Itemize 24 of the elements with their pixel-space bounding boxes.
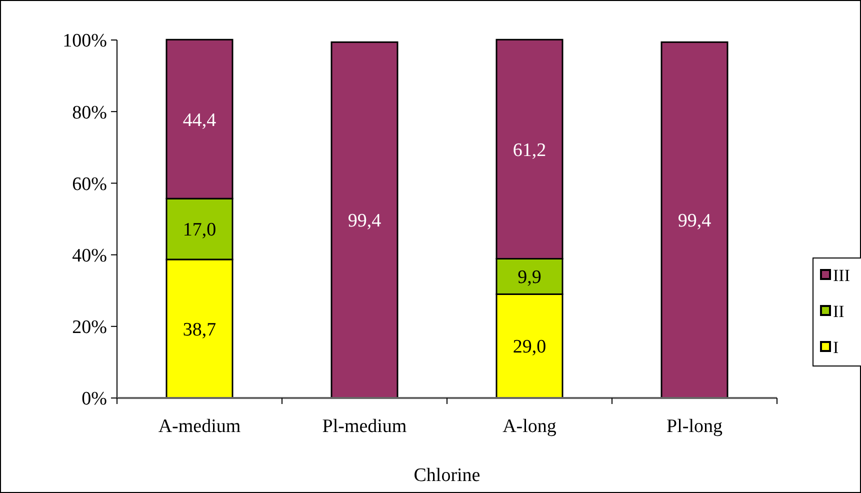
data-label: 9,9 — [518, 267, 542, 288]
data-label: 29,0 — [512, 336, 546, 358]
legend-label: I — [833, 338, 839, 357]
bar — [660, 41, 728, 399]
y-tick-label: 100% — [62, 30, 108, 52]
x-tick-label: Pl-medium — [322, 416, 407, 437]
legend-label: II — [833, 302, 845, 321]
y-tick-label: 20% — [72, 317, 108, 338]
data-label: 17,0 — [182, 220, 216, 241]
x-tick-label: Pl-long — [666, 416, 723, 437]
data-label: 61,2 — [512, 140, 546, 161]
bar — [330, 41, 398, 399]
y-tick-label: 60% — [72, 174, 108, 195]
data-label: 99,4 — [678, 210, 712, 232]
x-tick-label: A-medium — [158, 416, 241, 437]
data-label: 38,7 — [182, 319, 216, 340]
x-axis-title: Chlorine — [414, 465, 480, 486]
legend-label: III — [833, 266, 850, 285]
y-tick-label: 40% — [72, 245, 108, 266]
x-tick-label: A-long — [502, 416, 557, 437]
y-tick-label: 0% — [82, 388, 108, 410]
data-label: 44,4 — [182, 110, 217, 131]
y-tick-label: 80% — [72, 102, 108, 124]
data-label: 99,4 — [348, 210, 382, 232]
